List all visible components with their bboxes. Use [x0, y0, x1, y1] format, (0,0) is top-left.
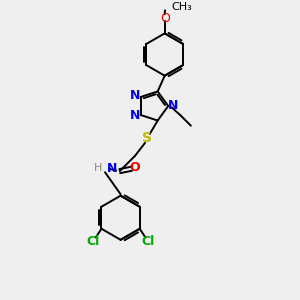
Text: H: H — [94, 163, 102, 173]
Text: S: S — [142, 130, 152, 145]
Text: Cl: Cl — [87, 235, 100, 248]
Text: N: N — [130, 89, 140, 102]
Text: N: N — [168, 99, 179, 112]
Text: O: O — [160, 12, 169, 25]
Text: O: O — [130, 161, 140, 174]
Text: N: N — [130, 109, 140, 122]
Text: CH₃: CH₃ — [171, 2, 192, 12]
Text: Cl: Cl — [141, 235, 154, 248]
Text: N: N — [107, 162, 118, 175]
